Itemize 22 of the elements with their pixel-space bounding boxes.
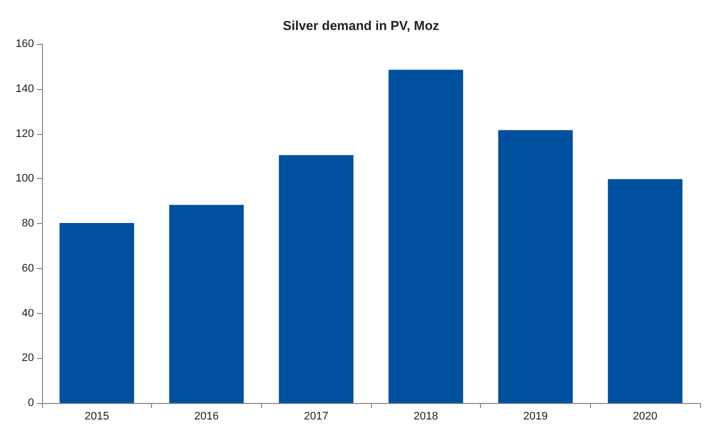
y-tick-label: 20 xyxy=(22,352,34,364)
y-tick-label: 160 xyxy=(16,38,34,50)
x-tick-label: 2019 xyxy=(523,410,548,422)
x-tick-label: 2018 xyxy=(414,410,438,422)
y-tick-label: 140 xyxy=(16,82,34,95)
bar xyxy=(278,155,354,403)
x-tick-label: 2020 xyxy=(632,410,658,422)
bar xyxy=(608,179,682,403)
x-tick-label: 2016 xyxy=(194,410,219,422)
y-tick-label: 40 xyxy=(22,307,34,320)
chart-title: Silver demand in PV, Moz xyxy=(282,18,440,33)
x-tick-label: 2017 xyxy=(304,410,328,422)
y-tick-label: 120 xyxy=(16,128,34,140)
x-tick-label: 2015 xyxy=(84,410,110,422)
bar xyxy=(388,70,464,403)
y-tick-label: 60 xyxy=(22,262,34,274)
y-tick-label: 100 xyxy=(16,172,34,185)
y-tick-label: 0 xyxy=(28,397,34,409)
bar xyxy=(498,130,573,403)
bar xyxy=(169,204,244,403)
y-tick-label: 80 xyxy=(22,218,34,230)
bar xyxy=(60,223,134,403)
